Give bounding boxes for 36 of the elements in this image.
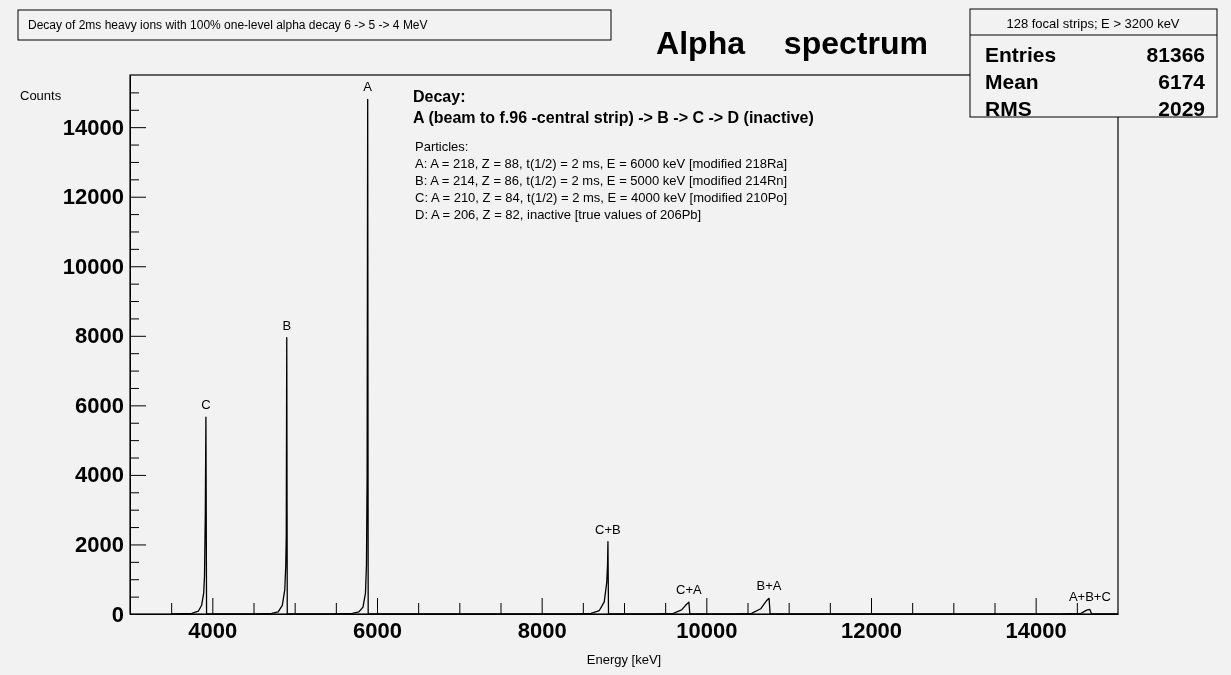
y-tick-label: 4000 — [75, 462, 124, 488]
annotation: Particles: — [415, 139, 469, 154]
y-axis-title: Counts — [20, 88, 62, 103]
annotation: B+A — [756, 578, 782, 594]
annotation: C+B — [595, 521, 621, 537]
y-tick-label: 2000 — [75, 531, 124, 557]
annotation: C — [201, 397, 211, 413]
text: 128 focal strips; E > 3200 keV — [1006, 16, 1180, 31]
annotation: C: A = 210, Z = 84, t(1/2) = 2 ms, E = 4000 keV [modified 210Po] — [415, 190, 788, 205]
y-tick-label: 8000 — [75, 323, 124, 349]
y-tick-label: 12000 — [62, 184, 124, 210]
annotation: Decay: — [413, 88, 466, 105]
x-tick-label: 12000 — [840, 617, 903, 643]
annotation: B: A = 214, Z = 86, t(1/2) = 2 ms, E = 5000 keV [modified 214Rn] — [415, 173, 788, 188]
annotation: A — [363, 79, 373, 95]
x-tick-label: 8000 — [517, 617, 567, 643]
chart-title: Decay of 2ms heavy ions with 100% one-level alpha decay 6 -> 5 -> 4 MeV — [28, 18, 428, 32]
annotation: C+A — [676, 582, 703, 598]
text: Mean 6174 — [985, 70, 1205, 93]
x-tick-label: 4000 — [188, 617, 238, 643]
x-tick-label: 14000 — [1005, 617, 1067, 643]
x-axis-title: Energy [keV] — [586, 652, 662, 667]
chart-subtitle: Alpha spectrum — [656, 25, 928, 61]
annotation: B — [282, 317, 292, 333]
text: Entries 81366 — [985, 43, 1205, 66]
x-tick-label: 6000 — [353, 617, 402, 643]
y-tick-label: 10000 — [62, 253, 124, 279]
text: RMS 2029 — [985, 97, 1205, 120]
annotation: A (beam to f.96 -central strip) -> B -> C -> D (inactive) — [413, 109, 814, 126]
y-tick-label: 0 — [111, 601, 124, 627]
annotation: D: A = 206, Z = 82, inactive [true values of 206Pb] — [415, 207, 702, 222]
annotation: A+B+C — [1068, 589, 1111, 605]
annotation: A: A = 218, Z = 88, t(1/2) = 2 ms, E = 6000 keV [modified 218Ra] — [415, 156, 788, 171]
y-tick-label: 6000 — [75, 392, 124, 418]
y-tick-label: 14000 — [62, 114, 124, 140]
x-tick-label: 10000 — [676, 617, 738, 643]
